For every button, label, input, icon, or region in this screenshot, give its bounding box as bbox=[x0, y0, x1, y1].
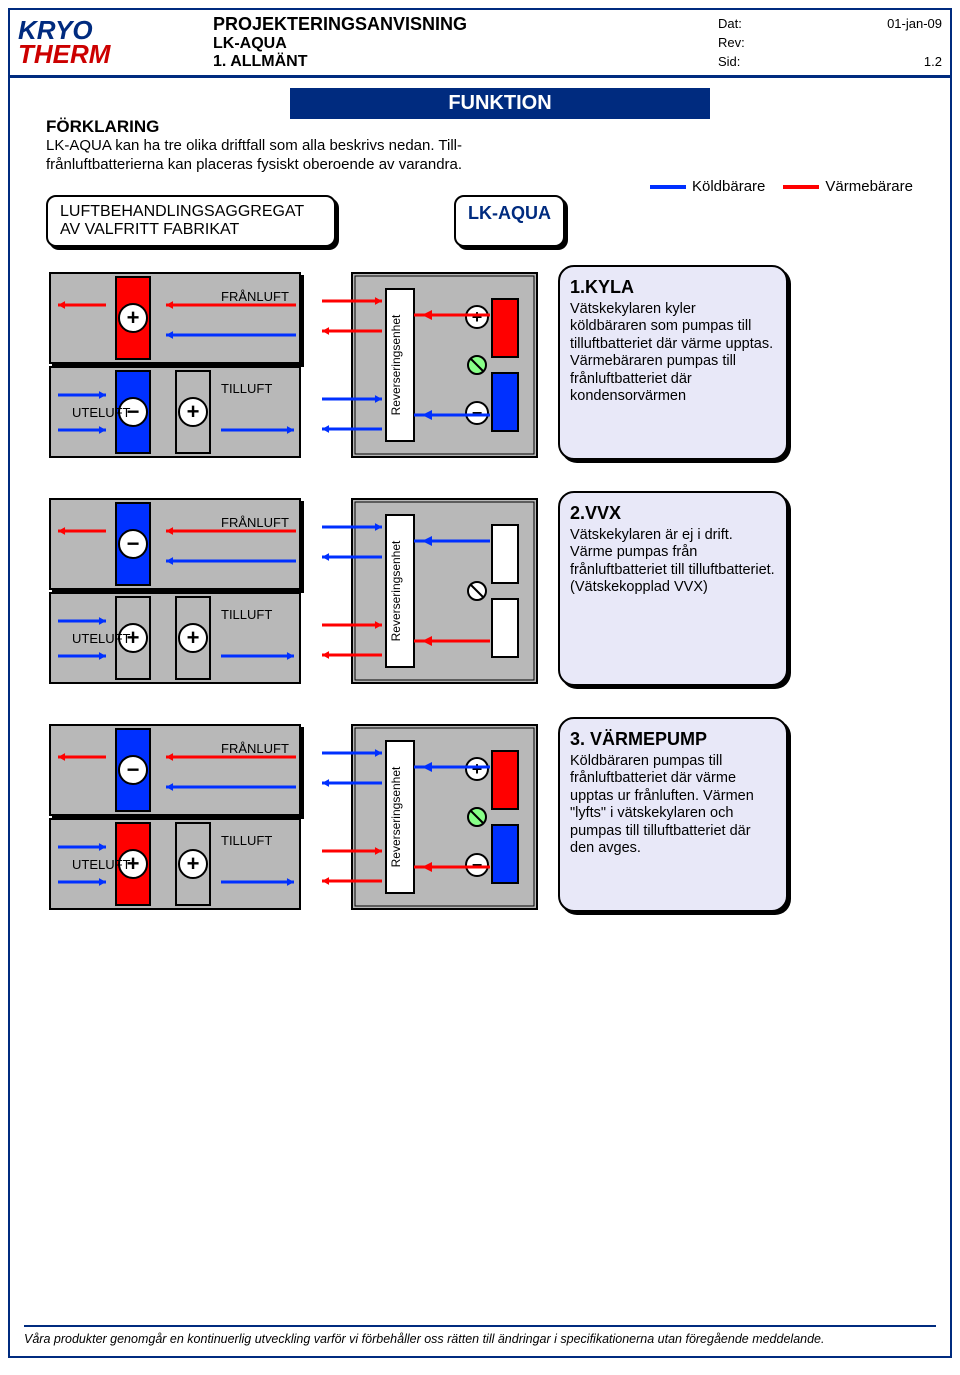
svg-text:−: − bbox=[127, 757, 140, 782]
footer: Våra produkter genomgår en kontinuerlig … bbox=[24, 1325, 936, 1346]
lk-diagram: Reverseringsenhet + − bbox=[322, 265, 542, 465]
mode-info: 2.VVX Vätskekylaren är ej i drift. Värme… bbox=[558, 491, 788, 686]
mode-title: 1.KYLA bbox=[570, 277, 776, 299]
svg-text:UTELUFT: UTELUFT bbox=[72, 631, 131, 646]
mode-row-3: − + + UTELUFT FRÅNLUFT TILLUFT Reverseri… bbox=[46, 717, 914, 917]
svg-text:+: + bbox=[127, 305, 140, 330]
mode-row-2: − + + UTELUFT FRÅNLUFT TILLUFT Reverseri… bbox=[46, 491, 914, 691]
svg-text:TILLUFT: TILLUFT bbox=[221, 607, 272, 622]
kold-label: Köldbärare bbox=[692, 178, 765, 195]
svg-text:−: − bbox=[472, 403, 483, 423]
forklaring-title: FÖRKLARING bbox=[46, 117, 914, 137]
ahu-diagram: + − + UTELUFT FRÅNLUFT TILLUFT bbox=[46, 265, 306, 465]
meta: Dat: 01-jan-09 Rev: Sid: 1.2 bbox=[710, 10, 950, 75]
lk-diagram: Reverseringsenhet bbox=[322, 491, 542, 691]
rev-label: Rev: bbox=[718, 35, 745, 50]
svg-text:Reverseringsenhet: Reverseringsenhet bbox=[389, 765, 403, 866]
svg-text:+: + bbox=[472, 307, 483, 327]
mode-info: 3. VÄRMEPUMP Köldbäraren pumpas till frå… bbox=[558, 717, 788, 912]
svg-text:Reverseringsenhet: Reverseringsenhet bbox=[389, 313, 403, 414]
ahu-label: LUFTBEHANDLINGSAGGREGAT AV VALFRITT FABR… bbox=[46, 195, 336, 247]
svg-text:FRÅNLUFT: FRÅNLUFT bbox=[221, 741, 289, 756]
lk-diagram: Reverseringsenhet + − bbox=[322, 717, 542, 917]
logo: KRYO THERM bbox=[10, 10, 205, 75]
svg-text:−: − bbox=[472, 855, 483, 875]
svg-text:+: + bbox=[187, 625, 200, 650]
svg-text:+: + bbox=[187, 399, 200, 424]
legend: Köldbärare Värmebärare bbox=[650, 178, 913, 195]
mode-row-1: + − + UTELUFT FRÅNLUFT TILLUFT Reverseri… bbox=[46, 265, 914, 465]
ahu-diagram: − + + UTELUFT FRÅNLUFT TILLUFT bbox=[46, 717, 306, 917]
varm-label: Värmebärare bbox=[825, 178, 913, 195]
doc-sub2: 1. ALLMÄNT bbox=[213, 53, 702, 71]
dat-label: Dat: bbox=[718, 16, 742, 31]
mode-title: 3. VÄRMEPUMP bbox=[570, 729, 776, 751]
logo-line2: THERM bbox=[18, 43, 110, 66]
sid-label: Sid: bbox=[718, 54, 740, 69]
svg-text:Reverseringsenhet: Reverseringsenhet bbox=[389, 539, 403, 640]
svg-text:−: − bbox=[127, 531, 140, 556]
mode-info: 1.KYLA Vätskekylaren kyler köldbäraren s… bbox=[558, 265, 788, 460]
svg-text:UTELUFT: UTELUFT bbox=[72, 405, 131, 420]
varm-swatch bbox=[783, 185, 819, 189]
svg-text:FRÅNLUFT: FRÅNLUFT bbox=[221, 289, 289, 304]
mode-title: 2.VVX bbox=[570, 503, 776, 525]
page: KRYO THERM PROJEKTERINGSANVISNING LK-AQU… bbox=[8, 8, 952, 1358]
title-block: PROJEKTERINGSANVISNING LK-AQUA 1. ALLMÄN… bbox=[205, 10, 710, 75]
mode-body: Vätskekylaren är ej i drift. Värme pumpa… bbox=[570, 527, 776, 597]
svg-text:TILLUFT: TILLUFT bbox=[221, 381, 272, 396]
ahu-diagram: − + + UTELUFT FRÅNLUFT TILLUFT bbox=[46, 491, 306, 691]
mode-body: Vätskekylaren kyler köldbäraren som pump… bbox=[570, 301, 776, 405]
svg-text:TILLUFT: TILLUFT bbox=[221, 833, 272, 848]
svg-text:UTELUFT: UTELUFT bbox=[72, 857, 131, 872]
svg-text:+: + bbox=[187, 851, 200, 876]
dat-value: 01-jan-09 bbox=[887, 16, 942, 31]
kold-swatch bbox=[650, 185, 686, 189]
sid-value: 1.2 bbox=[924, 54, 942, 69]
mode-body: Köldbäraren pumpas till frånluftbatterie… bbox=[570, 753, 776, 857]
doc-sub1: LK-AQUA bbox=[213, 35, 702, 53]
svg-text:+: + bbox=[472, 759, 483, 779]
header: KRYO THERM PROJEKTERINGSANVISNING LK-AQU… bbox=[10, 10, 950, 78]
lk-label: LK-AQUA bbox=[454, 195, 565, 247]
svg-text:FRÅNLUFT: FRÅNLUFT bbox=[221, 515, 289, 530]
doc-title: PROJEKTERINGSANVISNING bbox=[213, 14, 702, 35]
forklaring-body: LK-AQUA kan ha tre olika driftfall som a… bbox=[46, 137, 526, 175]
